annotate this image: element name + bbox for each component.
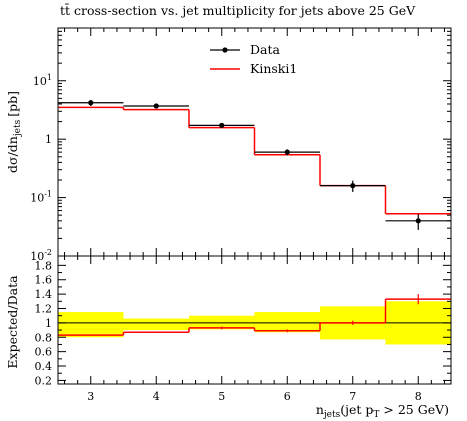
ratio-axis-ticks	[58, 256, 451, 384]
x-tick-label: 4	[153, 390, 160, 403]
data-point	[415, 218, 421, 224]
x-label-mid: (jet p	[340, 402, 373, 417]
x-tick-label: 3	[87, 390, 94, 403]
y-tick-label: 10-2	[30, 248, 52, 263]
x-label-n-sub: jets	[323, 410, 341, 420]
ratio-y-tick-label: 1.2	[35, 302, 53, 315]
x-label-p-sub: T	[373, 410, 379, 420]
y-tick-base: 10	[30, 192, 44, 205]
ratio-y-tick-label: 0.2	[35, 374, 53, 387]
x-label-tail: > 25 GeV)	[379, 402, 449, 417]
uncertainty-band	[58, 312, 124, 338]
main-plot-area	[58, 99, 451, 230]
chart-title: tt̄ cross-section vs. jet multiplicity f…	[60, 2, 416, 18]
ratio-y-tick-labels: 0.20.40.6 0.81 1.21.41.6 1.8	[35, 259, 53, 387]
y-tick-base: 10	[30, 250, 44, 263]
main-axis-ticks	[58, 27, 451, 257]
legend-data-marker	[222, 47, 228, 53]
data-point	[153, 103, 159, 109]
legend-data-label: Data	[250, 42, 280, 57]
x-tick-label: 6	[284, 390, 291, 403]
x-tick-label: 7	[349, 390, 356, 403]
ratio-y-axis-label: Expected/Data	[5, 275, 20, 369]
legend-model-label: Kinski1	[250, 61, 297, 76]
ratio-y-tick-label: 0.6	[35, 346, 53, 359]
y-tick-base: 10	[33, 75, 47, 88]
ratio-y-tick-label: 1.4	[35, 288, 53, 301]
y-tick-label: 10-1	[30, 190, 52, 205]
x-tick-label: 8	[415, 390, 422, 403]
main-y-axis-label: dσ/dnjets [pb]	[5, 91, 23, 173]
main-y-label-unit: [pb]	[5, 91, 20, 117]
x-axis-label: njets(jet pT > 25 GeV)	[316, 402, 449, 420]
data-point	[284, 149, 290, 155]
legend: Data Kinski1	[210, 42, 297, 76]
data-point	[88, 100, 94, 106]
data-point	[219, 122, 225, 129]
ratio-y-tick-label: 1.6	[35, 274, 53, 287]
data-point	[350, 183, 356, 189]
x-tick-label: 5	[218, 390, 225, 403]
ratio-y-tick-label: 1.8	[35, 259, 53, 272]
ratio-panel: 0.20.40.6 0.81 1.21.41.6 1.8 3 4 5 6 7 8 Expecte…	[5, 255, 452, 420]
ratio-plot-area	[58, 294, 451, 345]
y-tick-exponent: 1	[47, 73, 52, 82]
y-tick-label: 1	[45, 133, 52, 146]
ratio-y-tick-label: 0.8	[35, 331, 53, 344]
x-tick-labels: 3 4 5 6 7 8	[87, 390, 422, 403]
y-tick-exponent: -1	[44, 190, 52, 199]
uncertainty-band	[123, 318, 189, 331]
ratio-y-tick-label: 0.4	[35, 360, 53, 373]
x-label-n: n	[316, 402, 324, 417]
y-tick-label: 101	[33, 73, 52, 88]
main-y-label-main: dσ/dn	[5, 136, 20, 173]
ratio-frame	[57, 255, 452, 385]
y-tick-exponent: -2	[44, 248, 52, 257]
ratio-y-tick-label: 1	[45, 317, 52, 330]
main-y-label-sub: jets	[13, 119, 23, 137]
uncertainty-band	[254, 312, 320, 333]
